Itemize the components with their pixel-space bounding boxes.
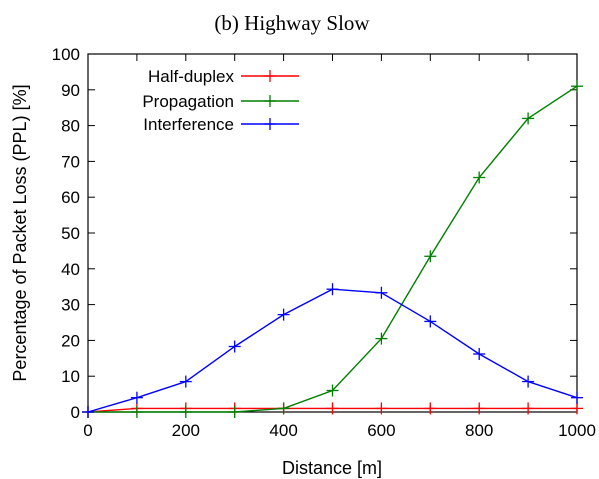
- data-point: [228, 406, 241, 418]
- y-tick-label: 30: [61, 296, 80, 315]
- y-tick-label: 0: [71, 403, 80, 422]
- y-tick-label: 80: [61, 117, 80, 136]
- data-point: [522, 375, 535, 388]
- axis-ticks: 0 200 400 600 800 1000 0 10 20 30 40 50 60 70 80 90 100: [52, 45, 596, 440]
- data-point: [375, 332, 388, 345]
- data-point: [375, 286, 388, 299]
- y-tick-label: 100: [52, 45, 80, 64]
- chart-title: (b) Highway Slow: [214, 11, 370, 35]
- data-point: [326, 283, 339, 296]
- x-tick-label: 200: [172, 421, 200, 440]
- x-axis-title: Distance [m]: [282, 458, 382, 478]
- data-point: [179, 375, 192, 388]
- data-point: [473, 402, 486, 415]
- legend-marker: [264, 95, 276, 107]
- legend-label: Propagation: [142, 92, 234, 111]
- y-tick-label: 10: [61, 367, 80, 386]
- series-interference: [82, 283, 583, 418]
- data-point: [179, 406, 192, 418]
- data-point: [326, 402, 339, 415]
- data-point: [424, 315, 437, 328]
- legend-label: Interference: [143, 115, 234, 134]
- data-point: [473, 348, 486, 361]
- x-tick-label: 0: [83, 421, 92, 440]
- data-point: [326, 384, 339, 397]
- data-point: [571, 402, 583, 415]
- data-point: [522, 402, 535, 415]
- data-point: [228, 340, 241, 353]
- series-line: [88, 85, 578, 413]
- y-tick-label: 20: [61, 331, 80, 350]
- data-point: [277, 402, 290, 415]
- legend-marker: [264, 70, 276, 82]
- y-tick-label: 90: [61, 81, 80, 100]
- data-point: [130, 406, 143, 418]
- y-axis-title: Percentage of Packet Loss (PPL) [%]: [10, 84, 30, 381]
- x-tick-label: 800: [465, 421, 493, 440]
- data-point: [130, 391, 143, 404]
- data-point: [571, 80, 583, 93]
- data-point: [473, 171, 486, 184]
- series-layer: [82, 80, 583, 418]
- legend: Half-duplex Propagation Interference: [142, 67, 299, 134]
- series-half-duplex: [82, 402, 583, 418]
- data-point: [375, 402, 388, 415]
- x-tick-label: 600: [367, 421, 395, 440]
- data-point: [424, 402, 437, 415]
- y-tick-label: 40: [61, 260, 80, 279]
- x-tick-label: 400: [269, 421, 297, 440]
- data-point: [522, 112, 535, 125]
- y-tick-label: 70: [61, 152, 80, 171]
- data-point: [571, 391, 583, 404]
- x-tick-label: 1000: [558, 421, 596, 440]
- data-point: [424, 250, 437, 263]
- y-tick-label: 50: [61, 224, 80, 243]
- legend-label: Half-duplex: [148, 67, 234, 86]
- data-point: [82, 406, 94, 418]
- legend-marker: [264, 118, 276, 130]
- data-point: [277, 308, 290, 321]
- y-tick-label: 60: [61, 188, 80, 207]
